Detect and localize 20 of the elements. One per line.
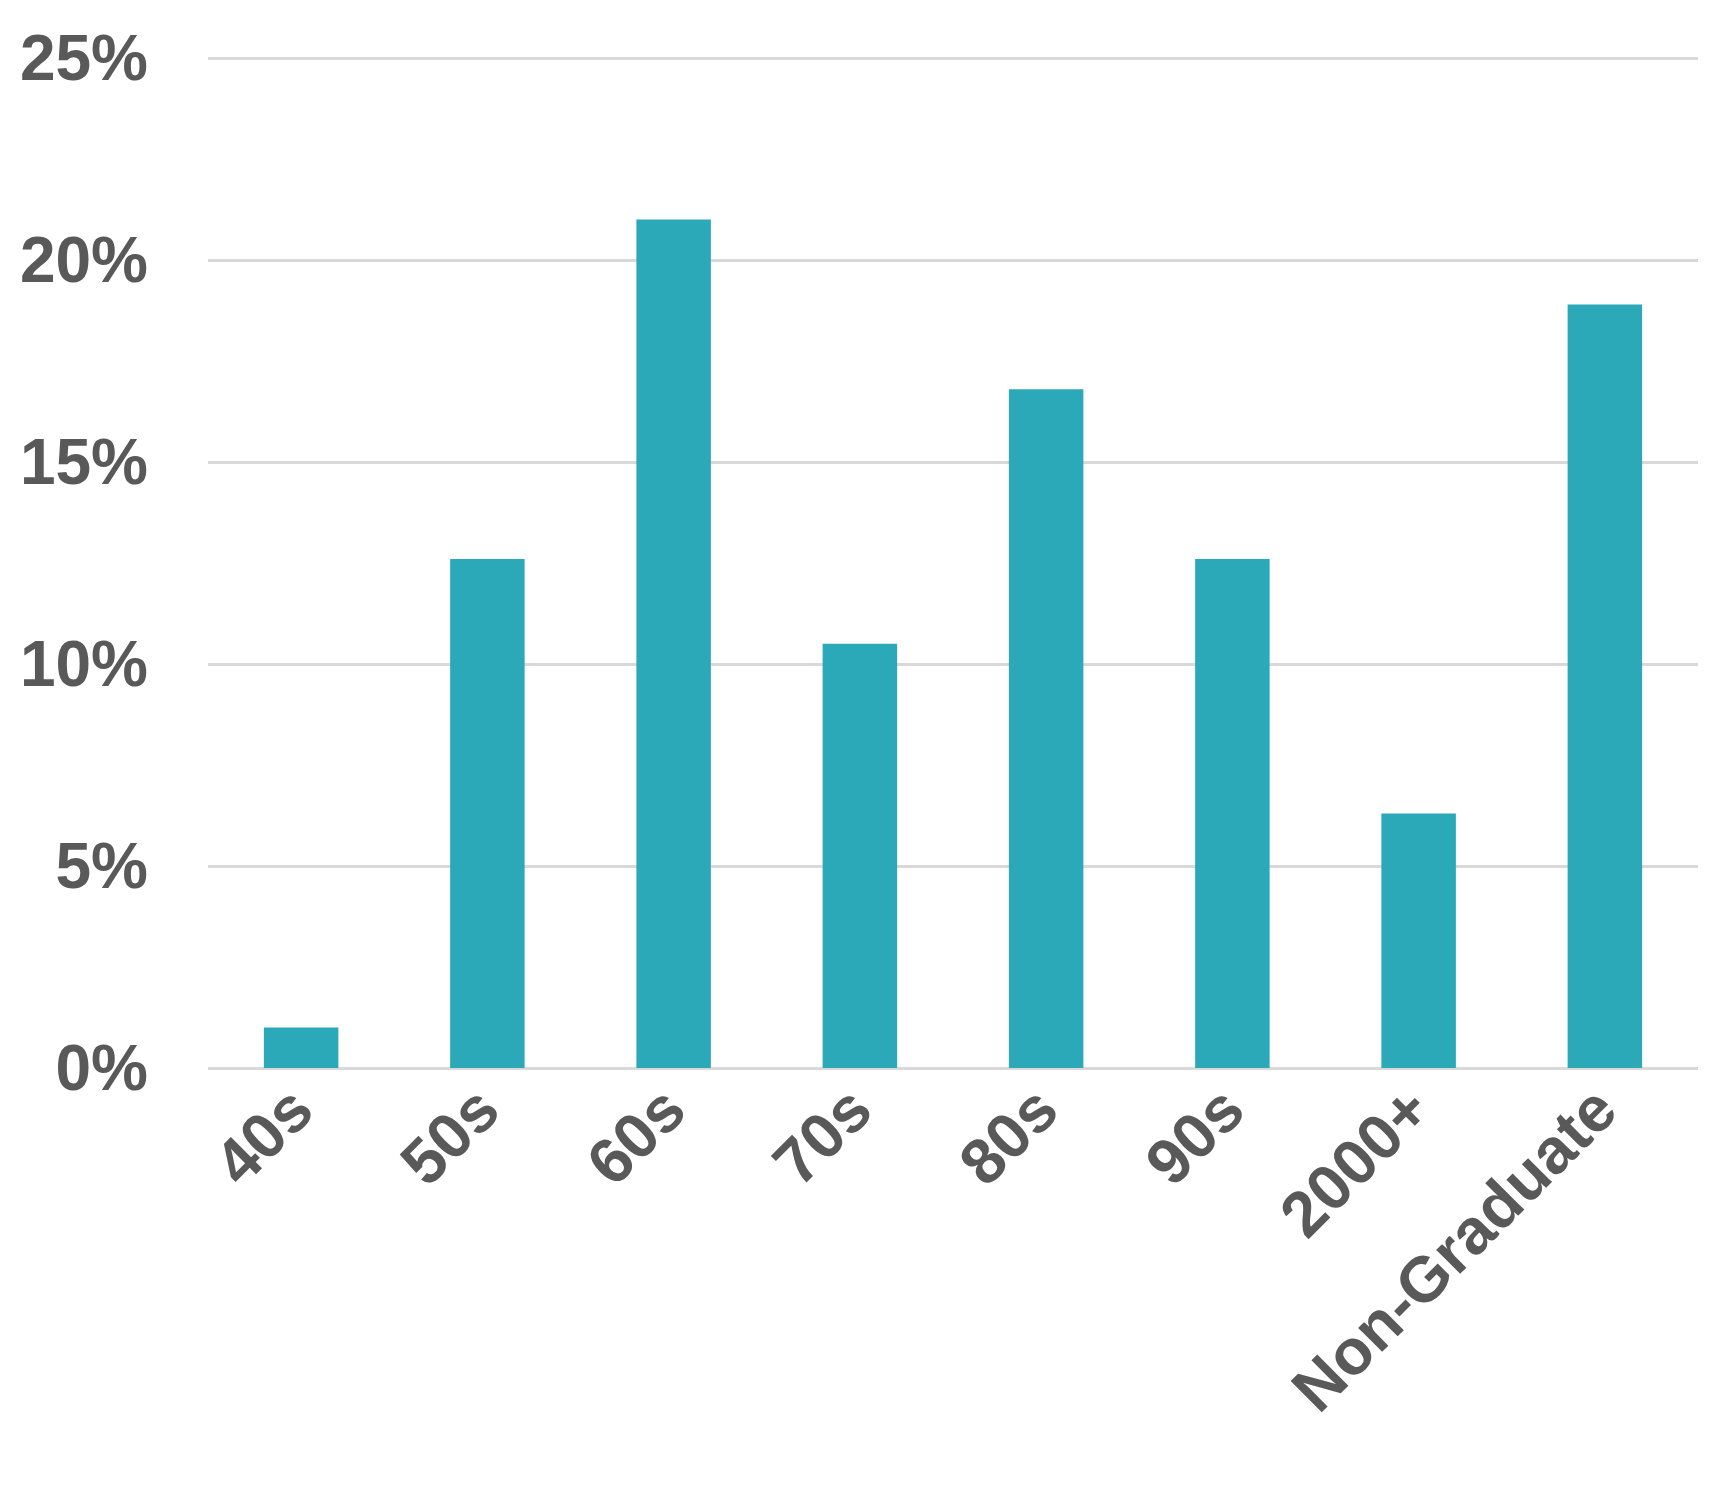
bar xyxy=(263,1027,339,1068)
x-tick-label: 70s xyxy=(758,1072,886,1199)
y-tick-label: 10% xyxy=(19,628,148,700)
bar xyxy=(1008,389,1084,1068)
y-tick-label: 15% xyxy=(19,426,148,498)
y-tick-label: 25% xyxy=(19,22,148,94)
y-tick-label: 20% xyxy=(19,224,148,296)
x-tick-label: 50s xyxy=(386,1072,513,1199)
x-tick-label: 60s xyxy=(572,1072,700,1199)
bar xyxy=(822,643,898,1068)
x-tick-label: 80s xyxy=(945,1072,1072,1199)
bar xyxy=(636,219,711,1068)
bar xyxy=(1381,813,1456,1068)
bar xyxy=(1195,558,1270,1068)
x-tick-label: 90s xyxy=(1131,1072,1258,1199)
bar xyxy=(1567,304,1643,1068)
y-tick-label: 0% xyxy=(55,1032,148,1104)
bar xyxy=(450,558,525,1068)
y-tick-label: 5% xyxy=(55,830,148,902)
x-tick-label: 40s xyxy=(200,1072,327,1199)
